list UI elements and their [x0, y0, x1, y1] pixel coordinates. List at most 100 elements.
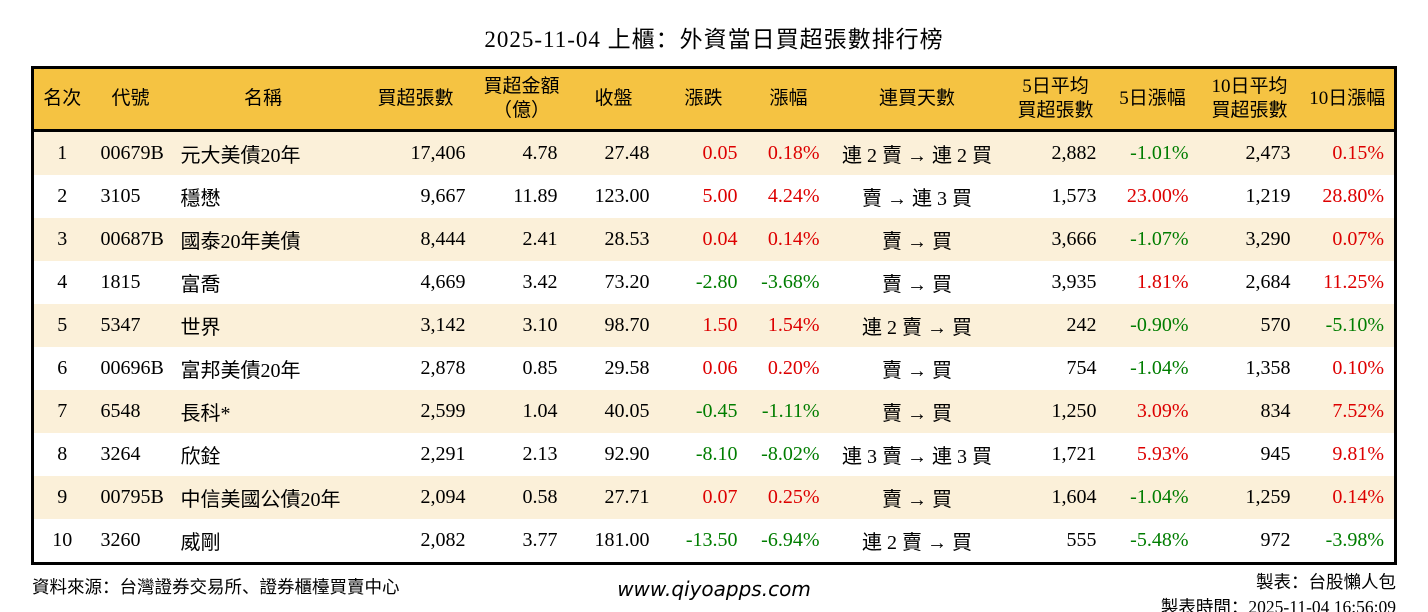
cell-name: 中信美國公債20年	[180, 489, 341, 511]
cell-pct5: -1.04%	[1130, 486, 1189, 508]
table-row: 4 1815 富喬 4,669 3.42 73.20 -2.80 -3.68% 賣 → 買 3,9…	[32, 261, 1396, 304]
cell-close: 98.70	[604, 314, 650, 336]
cell-pct10: 7.52%	[1332, 400, 1384, 422]
cell-rank: 5	[57, 314, 68, 336]
cell-code: 00696B	[100, 357, 164, 379]
cell-streak: 連 2 賣 → 連 2 買	[842, 145, 992, 167]
column-header-name: 名稱	[170, 67, 356, 132]
cell-avg5: 2,882	[1051, 142, 1097, 164]
cell-streak: 賣 → 買	[882, 274, 952, 296]
cell-rank: 1	[57, 142, 68, 164]
cell-avg10: 2,684	[1245, 271, 1291, 293]
cell-amount: 3.77	[522, 529, 558, 551]
table-row: 2 3105 穩懋 9,667 11.89 123.00 5.00 4.24% 賣 → 連 3 …	[32, 175, 1396, 218]
cell-close: 181.00	[594, 529, 650, 551]
table-header: 名次 代號 名稱 買超張數 買超金額 （億） 收盤 漲跌 漲幅 連買天數 5日平均 買超張數 5日漲幅 1…	[32, 67, 1396, 132]
table-row: 7 6548 長科* 2,599 1.04 40.05 -0.45 -1.11% 賣 → 買 1,…	[32, 390, 1396, 433]
cell-close: 123.00	[594, 185, 650, 207]
cell-change_pct: -1.11%	[761, 400, 820, 422]
column-header-avg5: 5日平均 買超張數	[1004, 67, 1107, 132]
cell-pct10: 28.80%	[1322, 185, 1384, 207]
cell-close: 29.58	[604, 357, 650, 379]
cell-net_buy: 4,669	[420, 271, 466, 293]
cell-net_buy: 2,082	[420, 529, 466, 551]
cell-avg10: 570	[1260, 314, 1291, 336]
credits-block: 製表：台股懶人包 製表時間：2025-11-04 16:56:09	[811, 570, 1396, 612]
cell-avg5: 242	[1066, 314, 1097, 336]
cell-avg5: 1,604	[1051, 486, 1097, 508]
made-timestamp: 製表時間：2025-11-04 16:56:09	[1160, 597, 1396, 612]
column-header-change: 漲跌	[659, 67, 748, 132]
cell-change_pct: 0.14%	[767, 228, 820, 250]
cell-streak: 賣 → 買	[882, 403, 952, 425]
cell-change_pct: 0.20%	[767, 357, 820, 379]
data-source-note: 資料來源：台灣證券交易所、證券櫃檯買賣中心	[32, 577, 400, 597]
table-row: 10 3260 威剛 2,082 3.77 181.00 -13.50 -6.94% 連 2 賣…	[32, 519, 1396, 564]
cell-change_pct: 0.25%	[767, 486, 820, 508]
cell-rank: 10	[52, 529, 73, 551]
cell-avg5: 1,250	[1051, 400, 1097, 422]
column-header-net_buy: 買超張數	[355, 67, 476, 132]
cell-change_pct: 0.18%	[767, 142, 820, 164]
cell-amount: 4.78	[522, 142, 558, 164]
cell-change: 0.06	[702, 357, 738, 379]
cell-pct5: 23.00%	[1126, 185, 1189, 207]
column-header-pct10: 10日漲幅	[1300, 67, 1396, 132]
cell-pct5: -1.04%	[1130, 357, 1189, 379]
cell-avg5: 1,573	[1051, 185, 1097, 207]
cell-avg5: 3,666	[1051, 228, 1097, 250]
page-title: 2025-11-04 上櫃：外資當日買超張數排行榜	[484, 27, 944, 52]
foreign-net-buy-ranking-table: 名次 代號 名稱 買超張數 買超金額 （億） 收盤 漲跌 漲幅 連買天數 5日平均 買超張數 5日漲幅 1…	[31, 66, 1397, 565]
column-header-code: 代號	[90, 67, 171, 132]
cell-rank: 2	[57, 185, 68, 207]
cell-change_pct: -3.68%	[761, 271, 820, 293]
cell-pct5: 3.09%	[1136, 400, 1189, 422]
cell-code: 1815	[100, 271, 141, 293]
footer: 資料來源：台灣證券交易所、證券櫃檯買賣中心 www.qiyoapps.com 製…	[32, 570, 1396, 612]
cell-change_pct: 1.54%	[767, 314, 820, 336]
cell-avg10: 2,473	[1245, 142, 1291, 164]
cell-amount: 3.10	[522, 314, 558, 336]
column-header-amount: 買超金額 （億）	[475, 67, 568, 132]
cell-pct10: 0.10%	[1332, 357, 1384, 379]
column-header-change_pct: 漲幅	[747, 67, 830, 132]
cell-change: 1.50	[702, 314, 738, 336]
cell-amount: 11.89	[513, 185, 558, 207]
cell-avg5: 1,721	[1051, 443, 1097, 465]
cell-rank: 4	[57, 271, 68, 293]
cell-code: 00679B	[100, 142, 164, 164]
cell-streak: 連 3 賣 → 連 3 買	[842, 446, 992, 468]
cell-net_buy: 17,406	[410, 142, 466, 164]
cell-avg10: 1,358	[1245, 357, 1291, 379]
cell-code: 5347	[100, 314, 141, 336]
cell-amount: 0.85	[522, 357, 558, 379]
cell-close: 28.53	[604, 228, 650, 250]
cell-change: -0.45	[695, 400, 738, 422]
cell-code: 00687B	[100, 228, 164, 250]
column-header-streak: 連買天數	[829, 67, 1005, 132]
cell-amount: 1.04	[522, 400, 558, 422]
cell-change: 5.00	[702, 185, 738, 207]
cell-avg10: 3,290	[1245, 228, 1291, 250]
cell-streak: 賣 → 連 3 買	[862, 188, 972, 210]
cell-streak: 賣 → 買	[882, 489, 952, 511]
cell-change: 0.05	[702, 142, 738, 164]
cell-name: 富喬	[180, 274, 221, 296]
cell-change_pct: -6.94%	[761, 529, 820, 551]
cell-change_pct: 4.24%	[767, 185, 820, 207]
cell-code: 3264	[100, 443, 141, 465]
cell-close: 27.48	[604, 142, 650, 164]
cell-rank: 8	[57, 443, 68, 465]
cell-pct5: -0.90%	[1130, 314, 1189, 336]
cell-rank: 7	[57, 400, 68, 422]
cell-pct10: 0.07%	[1332, 228, 1384, 250]
cell-net_buy: 3,142	[420, 314, 466, 336]
table-row: 6 00696B 富邦美債20年 2,878 0.85 29.58 0.06 0.20% 賣 →…	[32, 347, 1396, 390]
cell-pct5: -1.01%	[1130, 142, 1189, 164]
cell-avg10: 972	[1260, 529, 1291, 551]
cell-avg10: 834	[1260, 400, 1291, 422]
cell-pct10: 0.15%	[1332, 142, 1384, 164]
cell-change: 0.04	[702, 228, 738, 250]
cell-streak: 賣 → 買	[882, 231, 952, 253]
